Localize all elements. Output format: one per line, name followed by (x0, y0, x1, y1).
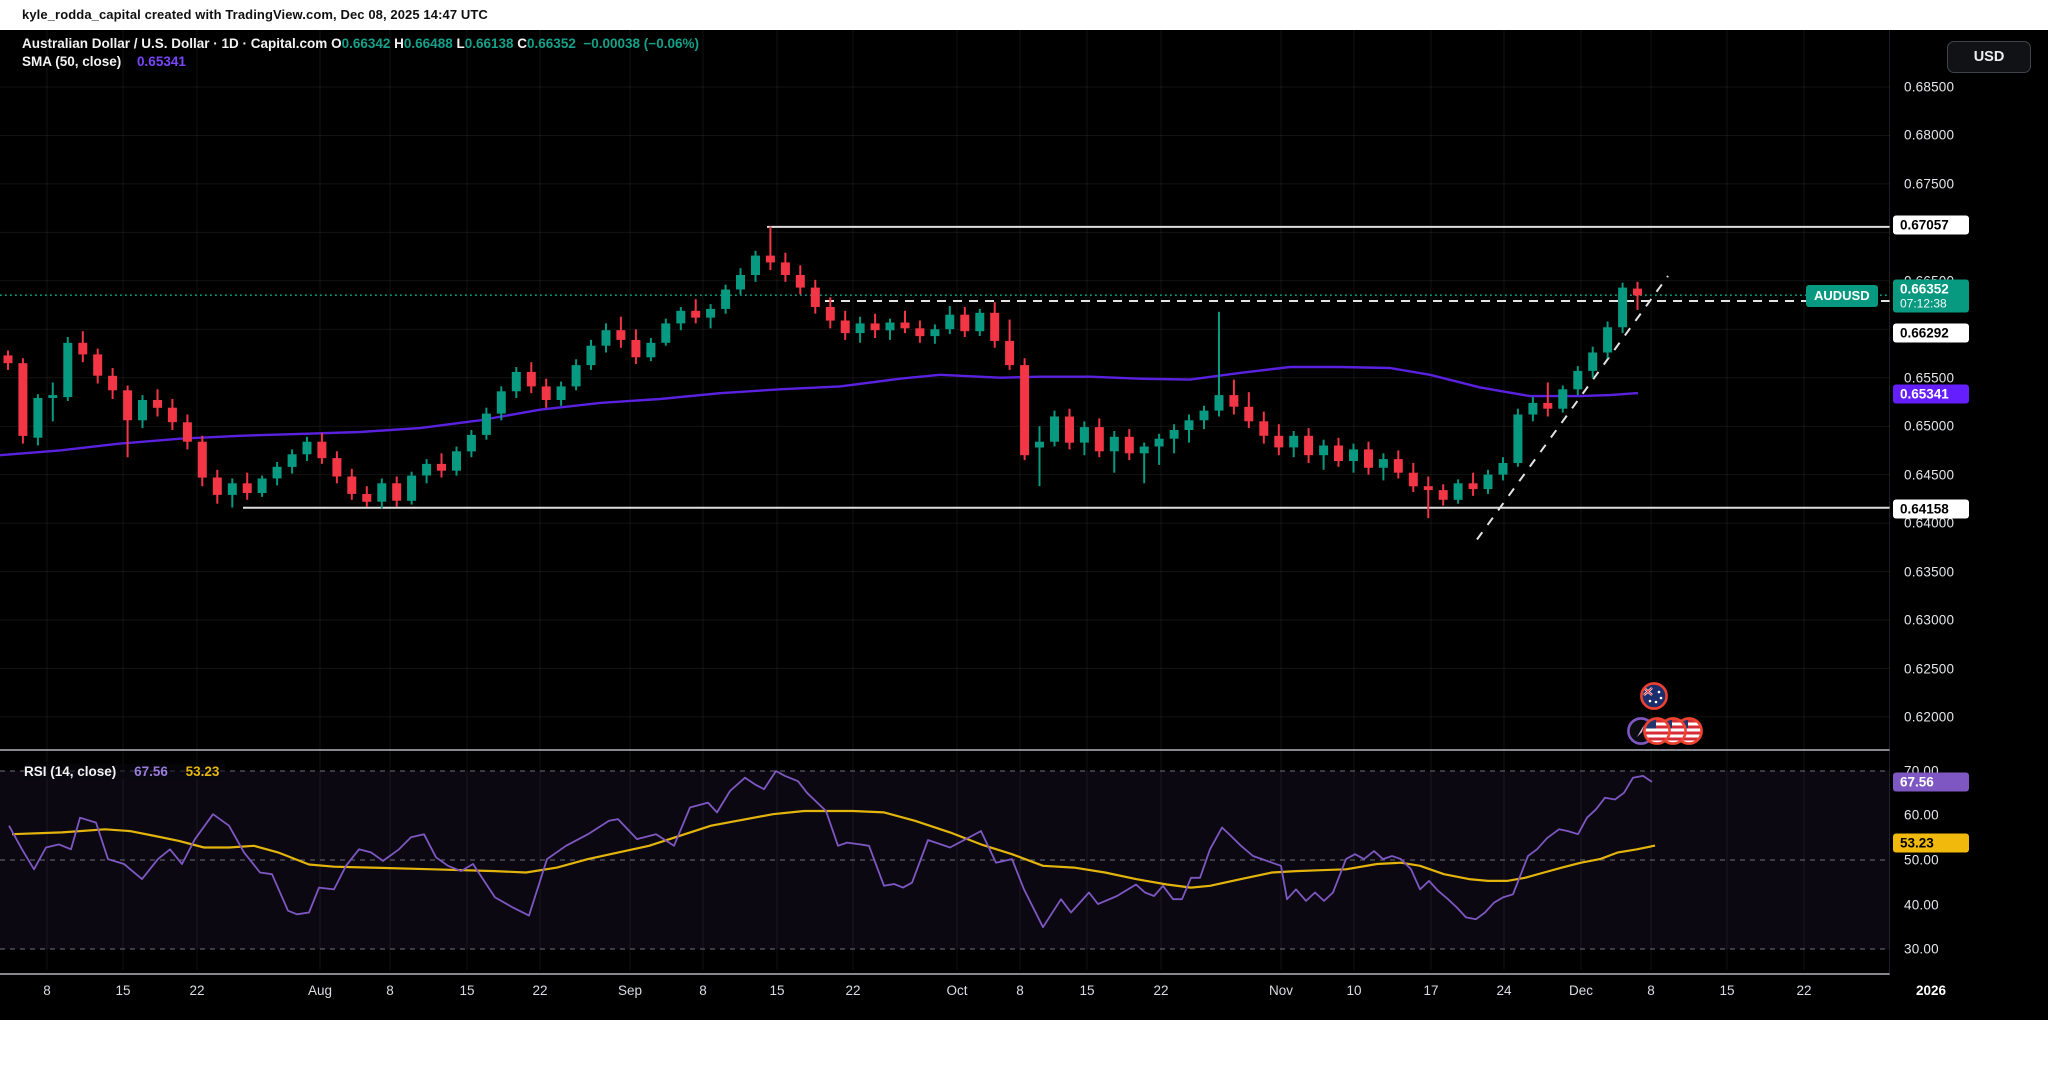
price-axis-label: 0.64500 (1904, 467, 1955, 483)
time-axis-label: Sep (617, 983, 643, 998)
ohlc-number: 0.66342 (341, 36, 391, 51)
price-axis-label: 0.68000 (1904, 127, 1955, 143)
ohlc-number: 0.66352 (527, 36, 576, 51)
time-axis-label: 15 (459, 983, 475, 998)
price-axis-label: 0.67500 (1904, 176, 1955, 192)
time-axis-label: 8 (386, 983, 394, 998)
resistance-price-tag: 0.67057 (1893, 215, 1969, 235)
au-flag-event-icon[interactable] (1640, 682, 1668, 710)
time-axis-label: 8 (1647, 983, 1655, 998)
sma-price-tag: 0.65341 (1893, 384, 1969, 404)
currency-button[interactable]: USD (1947, 41, 2031, 73)
ohlc-number: 0.66488 (403, 36, 453, 51)
ohlc-values: O0.66342 H0.66488 L0.66138 C0.66352 (331, 36, 580, 51)
time-axis-label: Oct (946, 983, 968, 998)
sma-value: 0.65341 (137, 54, 186, 69)
time-axis-label: 2026 (1915, 983, 1947, 998)
time-axis-label: 24 (1496, 983, 1512, 998)
price-axis-label: 30.00 (1904, 941, 1939, 957)
price-axis-label: 0.62000 (1904, 709, 1955, 725)
rsi-value: 67.56 (134, 764, 168, 779)
symbol-legend: Australian Dollar / U.S. Dollar · 1D · C… (22, 35, 699, 71)
time-axis-label: 22 (532, 983, 548, 998)
time-axis-label: 22 (189, 983, 205, 998)
sma-indicator-label[interactable]: SMA (50, close) (22, 54, 122, 69)
attribution-bar: kyle_rodda_capital created with TradingV… (0, 0, 2048, 30)
price-axis[interactable]: USD 0.685000.680000.675000.665000.655000… (1890, 30, 2048, 1020)
rsi-ma-value-tag: 53.23 (1893, 833, 1969, 853)
price-axis-label: 40.00 (1904, 897, 1939, 913)
price-axis-label: 0.68500 (1904, 79, 1955, 95)
rsi-indicator-label[interactable]: RSI (14, close) (24, 764, 117, 779)
price-axis-label: 0.62500 (1904, 661, 1955, 677)
price-axis-label: 0.63500 (1904, 564, 1955, 580)
time-axis-label: 8 (43, 983, 51, 998)
time-axis-label: 22 (1796, 983, 1812, 998)
symbol-title[interactable]: Australian Dollar / U.S. Dollar · 1D · C… (22, 36, 328, 51)
time-axis-label: 17 (1423, 983, 1439, 998)
time-axis-label: 15 (1079, 983, 1095, 998)
time-axis-label: 8 (699, 983, 707, 998)
time-axis-label: Aug (307, 983, 333, 998)
price-axis-label: 0.65000 (1904, 418, 1955, 434)
ohlc-letter: L (452, 36, 465, 51)
time-axis-label: Nov (1268, 983, 1294, 998)
change-value: −0.00038 (−0.06%) (583, 36, 699, 51)
footer-bar: TradingView (0, 1020, 2048, 1085)
price-axis-label: 60.00 (1904, 807, 1939, 823)
dashed-level-price-tag: 0.66292 (1893, 323, 1969, 343)
us-flag-event-icon[interactable] (1643, 717, 1671, 745)
time-axis-label: 22 (1153, 983, 1169, 998)
last-price-tag: 0.66352 07:12:38 (1893, 279, 1969, 313)
time-axis-label: 15 (769, 983, 785, 998)
time-axis-label: 15 (115, 983, 131, 998)
time-axis-label: 22 (845, 983, 861, 998)
sma-legend-row: SMA (50, close) 0.65341 (22, 53, 699, 71)
price-axis-label: 0.64000 (1904, 515, 1955, 531)
symbol-title-row: Australian Dollar / U.S. Dollar · 1D · C… (22, 35, 699, 53)
attribution-text: kyle_rodda_capital created with TradingV… (22, 7, 488, 22)
ohlc-number: 0.66138 (464, 36, 514, 51)
price-axis-label: 50.00 (1904, 852, 1939, 868)
ohlc-letter: O (331, 36, 342, 51)
time-axis-label: 15 (1719, 983, 1735, 998)
rsi-ma-value: 53.23 (185, 764, 220, 779)
rsi-value-tag: 67.56 (1893, 772, 1969, 792)
symbol-price-tag: AUDUSD (1806, 285, 1878, 307)
ohlc-letter: H (390, 36, 404, 51)
countdown-timer: 07:12:38 (1900, 296, 1947, 311)
price-axis-label: 0.63000 (1904, 612, 1955, 628)
price-axis-label: 0.65500 (1904, 370, 1955, 386)
time-axis-label: 10 (1346, 983, 1362, 998)
support-price-tag: 0.64158 (1893, 499, 1969, 519)
time-axis[interactable]: 8 15 22 Aug 8 15 22 Sep 8 15 22 Oct 8 15 22 Nov 10 17 24 De… (0, 975, 1946, 1020)
time-axis-label: 8 (1016, 983, 1024, 998)
rsi-legend: RSI (14, close) 67.56 53.23 (24, 764, 226, 779)
ohlc-letter: C (513, 36, 528, 51)
time-axis-label: Dec (1568, 983, 1594, 998)
